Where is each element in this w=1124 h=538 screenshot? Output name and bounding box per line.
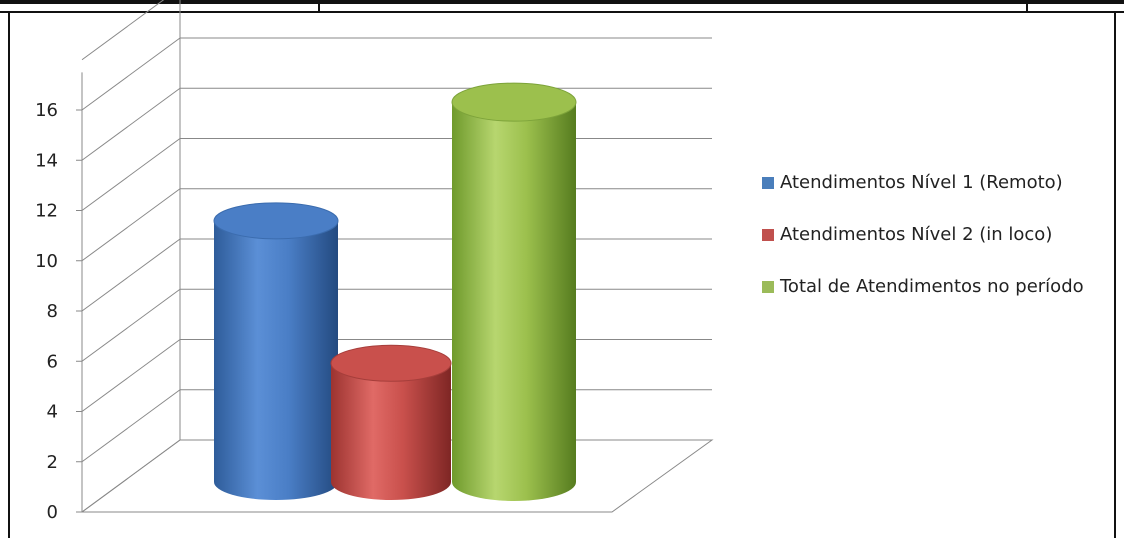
grid-side-line <box>81 188 181 262</box>
cylinder-top <box>330 344 452 382</box>
table-divider-right <box>1026 0 1028 13</box>
grid-side-line <box>81 87 181 161</box>
legend-item-nivel2: Atendimentos Nível 2 (in loco) <box>762 222 1112 248</box>
table-divider-left <box>318 0 320 13</box>
page-top-border <box>0 0 1124 4</box>
cylinder-top <box>451 82 577 122</box>
grid-side-line <box>81 37 181 111</box>
cylinder-body <box>452 102 576 502</box>
legend-swatch-green <box>762 281 774 293</box>
page-top-rule <box>0 11 1124 13</box>
y-tick-label: 0 <box>47 502 58 523</box>
y-tick-label: 14 <box>35 150 58 171</box>
grid-side-line <box>81 288 181 362</box>
y-tick-label: 8 <box>47 301 58 322</box>
grid-side-line <box>81 339 181 412</box>
cylinder-bar <box>330 344 452 500</box>
legend-swatch-blue <box>762 177 774 189</box>
grid-side-line <box>81 389 181 463</box>
y-tick-label: 16 <box>35 100 58 121</box>
cylinder-bar <box>213 202 339 500</box>
legend-item-nivel1: Atendimentos Nível 1 (Remoto) <box>762 170 1112 196</box>
cylinder-bar <box>451 82 577 502</box>
legend-item-total: Total de Atendimentos no período <box>762 274 1112 300</box>
legend-label-total: Total de Atendimentos no período <box>780 276 1084 297</box>
grid-side-line <box>81 238 181 312</box>
page-right-border <box>1114 13 1116 538</box>
legend-label-nivel2: Atendimentos Nível 2 (in loco) <box>780 224 1053 245</box>
page-left-border <box>8 13 10 538</box>
grid-side-line <box>81 0 165 61</box>
legend-label-nivel1: Atendimentos Nível 1 (Remoto) <box>780 172 1063 193</box>
cylinder-body <box>214 220 338 500</box>
chart-floor <box>80 439 714 513</box>
cylinder-body <box>331 363 451 500</box>
y-tick-label: 10 <box>35 251 58 272</box>
legend-swatch-red <box>762 229 774 241</box>
y-tick-label: 12 <box>35 201 58 222</box>
y-tick-label: 4 <box>47 402 58 423</box>
chart-legend: Atendimentos Nível 1 (Remoto) Atendiment… <box>762 170 1112 326</box>
cylinder-top <box>213 202 339 240</box>
y-tick-label: 6 <box>47 351 58 372</box>
grid-side-line <box>81 138 181 211</box>
y-tick-label: 2 <box>47 452 58 473</box>
